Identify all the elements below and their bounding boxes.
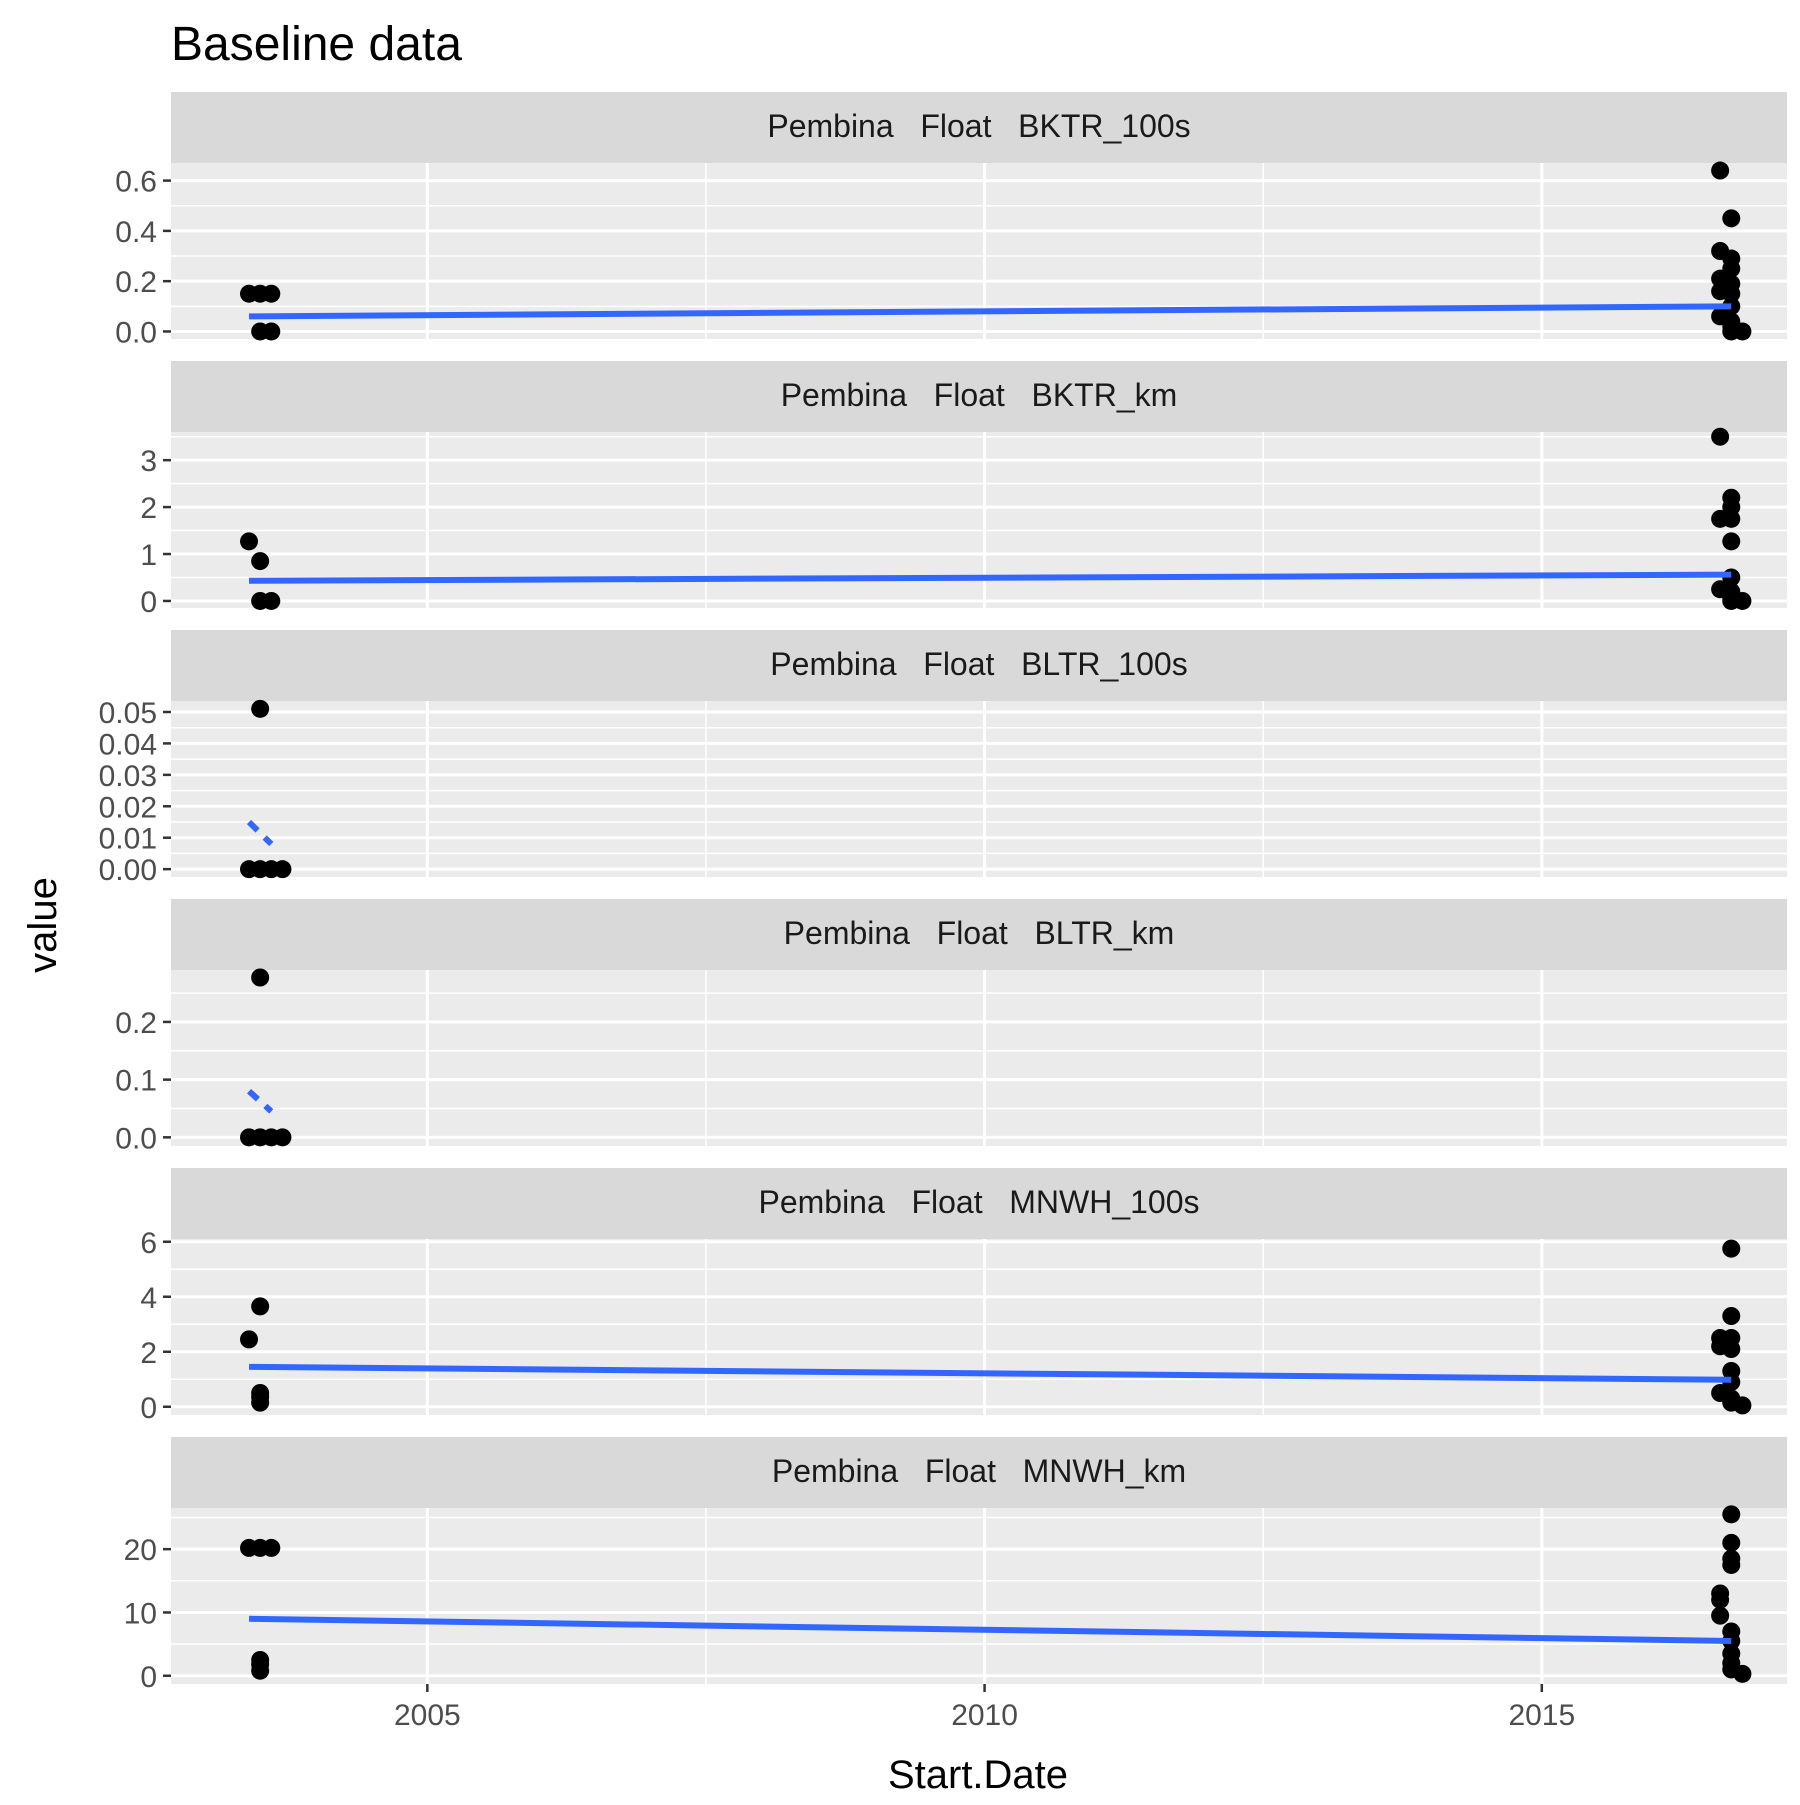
data-point — [251, 699, 270, 718]
y-tick-label: 4 — [140, 1282, 157, 1315]
trend-line — [249, 571, 1732, 584]
data-point — [273, 860, 292, 879]
data-point — [262, 591, 281, 610]
x-tick-label: 2015 — [1508, 1699, 1575, 1732]
data-point — [1722, 509, 1741, 528]
y-tick-label: 0 — [140, 1661, 157, 1694]
y-tick-label: 10 — [124, 1597, 157, 1630]
panel-background — [171, 970, 1787, 1146]
facet-strip-label: Pembina Float BLTR_km — [784, 915, 1175, 951]
y-tick-label: 0.03 — [99, 760, 157, 793]
x-axis: 2005 2010 2015 — [394, 1684, 1575, 1732]
x-axis-label: Start.Date — [888, 1753, 1068, 1797]
trend-line — [246, 1088, 274, 1114]
facet-strip — [171, 361, 1787, 432]
data-point — [240, 532, 259, 551]
data-point — [1733, 1396, 1752, 1415]
facet-strip — [171, 630, 1787, 701]
panel-background — [171, 1239, 1787, 1415]
facets-layer: Pembina Float BKTR_100s0.00.20.40.6Pembi… — [99, 92, 1787, 1694]
data-point — [1722, 1239, 1741, 1258]
y-tick-label: 0.0 — [115, 316, 157, 349]
data-point — [251, 1393, 270, 1412]
data-point — [262, 322, 281, 341]
y-tick-label: 0.02 — [99, 791, 157, 824]
data-point — [1722, 1505, 1741, 1524]
x-tick-label: 2010 — [951, 1699, 1018, 1732]
facet-strip-label: Pembina Float BLTR_100s — [770, 646, 1187, 682]
data-point — [1733, 322, 1752, 341]
data-point — [1733, 591, 1752, 610]
facet-strip-label: Pembina Float BKTR_100s — [767, 108, 1190, 144]
y-tick-label: 0.00 — [99, 854, 157, 887]
y-tick-label: 3 — [140, 445, 157, 478]
data-point — [1733, 1664, 1752, 1683]
y-tick-label: 0.4 — [115, 216, 157, 249]
y-tick-label: 0.04 — [99, 728, 157, 761]
facet-strip — [171, 899, 1787, 970]
y-tick-label: 0 — [140, 586, 157, 619]
y-tick-label: 2 — [140, 492, 157, 525]
facet-strip — [171, 1168, 1787, 1239]
data-point — [251, 552, 270, 571]
y-axis-label: value — [21, 877, 65, 973]
y-tick-label: 0.01 — [99, 823, 157, 856]
facet-panel: Pembina Float BKTR_100s 0.0 0.2 0.4 0.6 — [115, 92, 1787, 349]
y-tick-label: 1 — [140, 539, 157, 572]
y-tick-label: 0.2 — [115, 266, 157, 299]
facet-strip — [171, 92, 1787, 163]
y-tick-label: 2 — [140, 1337, 157, 1370]
data-point — [1711, 427, 1730, 446]
y-tick-label: 0.1 — [115, 1065, 157, 1098]
trend-line — [248, 1363, 1732, 1383]
facet-panel: Pembina Float MNWH_km 0 10 20 — [124, 1437, 1787, 1694]
facet-strip-label: Pembina Float MNWH_100s — [758, 1184, 1199, 1220]
facet-panel: Pembina Float BLTR_100s0.000.010.020.030… — [99, 630, 1787, 887]
y-tick-label: 6 — [140, 1227, 157, 1260]
x-tick-label: 2005 — [394, 1699, 461, 1732]
y-tick-label: 0 — [140, 1392, 157, 1425]
data-point — [251, 1297, 270, 1316]
facet-panel: Pembina Float MNWH_100s 0 2 4 6 — [140, 1168, 1787, 1425]
trend-line — [248, 303, 1732, 320]
y-tick-label: 0.2 — [115, 1007, 157, 1040]
data-point — [1711, 1606, 1730, 1625]
data-point — [251, 968, 270, 987]
y-tick-label: 0.05 — [99, 697, 157, 730]
data-point — [1722, 1307, 1741, 1325]
facet-panel: Pembina Float BKTR_km 0 1 2 3 — [140, 361, 1787, 619]
facet-strip-label: Pembina Float BKTR_km — [781, 377, 1178, 413]
data-point — [251, 1661, 270, 1680]
panel-background — [171, 701, 1787, 877]
data-point — [273, 1128, 292, 1147]
data-point — [1722, 1340, 1741, 1358]
data-point — [1722, 1533, 1741, 1552]
data-point — [1722, 284, 1741, 303]
data-point — [262, 284, 281, 303]
data-point — [1711, 1590, 1730, 1609]
y-tick-label: 0.6 — [115, 166, 157, 199]
facet-panel: Pembina Float BLTR_km 0.0 0.1 0.2 — [115, 899, 1787, 1155]
facet-strip — [171, 1437, 1787, 1508]
trend-line — [248, 1615, 1732, 1644]
trend-line — [246, 819, 274, 847]
panel-background — [171, 1508, 1787, 1684]
y-tick-label: 0.0 — [115, 1122, 157, 1155]
data-point — [240, 1330, 259, 1349]
data-point — [1722, 1555, 1741, 1574]
data-point — [262, 1538, 281, 1557]
y-tick-label: 20 — [124, 1534, 157, 1567]
facet-strip-label: Pembina Float MNWH_km — [772, 1453, 1186, 1489]
data-point — [1722, 532, 1741, 551]
data-point — [1711, 161, 1730, 180]
data-point — [1722, 209, 1741, 228]
chart-title: Baseline data — [171, 18, 462, 71]
